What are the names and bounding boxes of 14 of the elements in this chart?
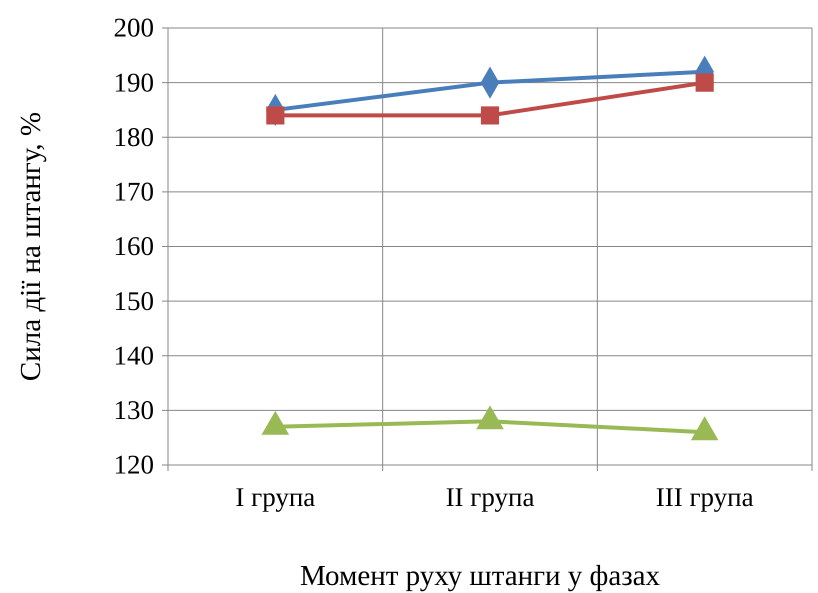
y-axis-title: Сила дії на штангу, %	[15, 112, 47, 382]
y-tick-label: 120	[114, 450, 154, 480]
y-tick-label: 190	[114, 67, 154, 98]
y-tick-label: 160	[114, 231, 154, 262]
x-axis-title: Момент руху штанги у фазах	[300, 560, 661, 592]
y-tick-label: 130	[114, 395, 154, 426]
x-tick-label: I група	[235, 482, 316, 512]
y-tick-label: 200	[114, 12, 154, 43]
y-tick-label: 170	[114, 176, 154, 207]
y-tick-label: 140	[114, 340, 154, 370]
x-tick-label: II група	[446, 482, 534, 512]
y-tick-label: 150	[114, 286, 154, 316]
x-tick-label: III група	[656, 482, 754, 512]
y-tick-label: 180	[114, 122, 154, 152]
